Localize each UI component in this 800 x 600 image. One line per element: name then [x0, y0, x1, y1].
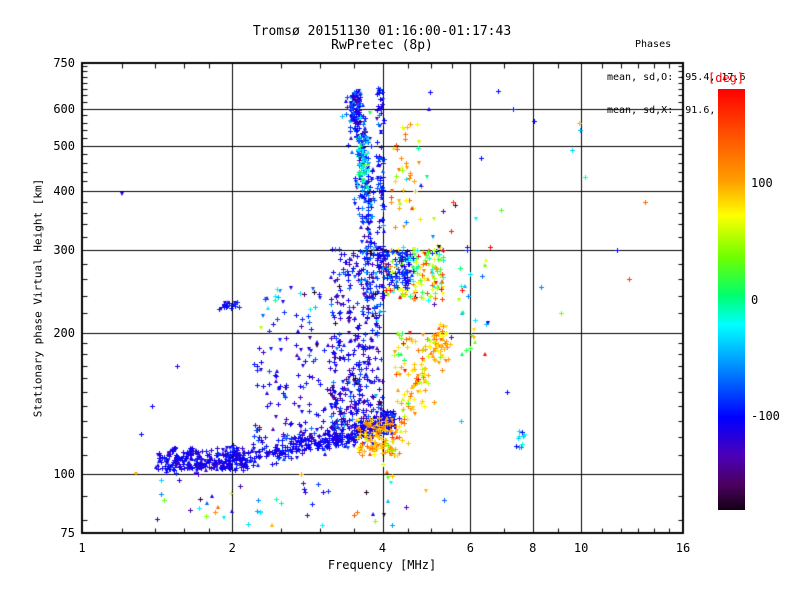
figure-title: Tromsø 20151130 01:16:00-01:17:43	[252, 24, 512, 39]
colorbar-tick-label: 100	[751, 175, 773, 190]
y-tick-label: 500	[53, 138, 75, 153]
phase-stats-heading: Phases	[635, 39, 672, 50]
colorbar-gradient	[718, 89, 745, 510]
x-tick-label: 8	[529, 541, 537, 555]
x-tick-label: 16	[675, 541, 691, 555]
y-tick-label: 300	[53, 243, 75, 258]
x-tick-label: 1	[78, 541, 86, 555]
colorbar-unit-label: [deg]	[708, 71, 745, 85]
y-tick-label: 400	[53, 184, 75, 199]
figure-subtitle: RwPretec (8p)	[331, 38, 433, 53]
y-tick-label: 750	[53, 56, 75, 70]
x-axis-label: Frequency [MHz]	[327, 558, 437, 572]
y-tick-label: 75	[60, 526, 75, 540]
x-tick-label: 2	[228, 541, 236, 555]
colorbar-tick-label: -100	[751, 409, 780, 424]
phase-stats-o-mode: mean, sd,O: -95.4, 17.6	[607, 72, 746, 83]
y-axis-label: Stationary phase Virtual Height [km]	[31, 178, 45, 418]
colorbar-tick-label: 0	[751, 292, 759, 307]
y-tick-label: 600	[53, 101, 75, 116]
x-tick-label: 6	[466, 541, 475, 555]
y-tick-label: 100	[53, 467, 75, 482]
x-tick-label: 4	[378, 541, 387, 555]
y-tick-label: 200	[53, 325, 75, 340]
x-tick-label: 10	[573, 541, 589, 555]
